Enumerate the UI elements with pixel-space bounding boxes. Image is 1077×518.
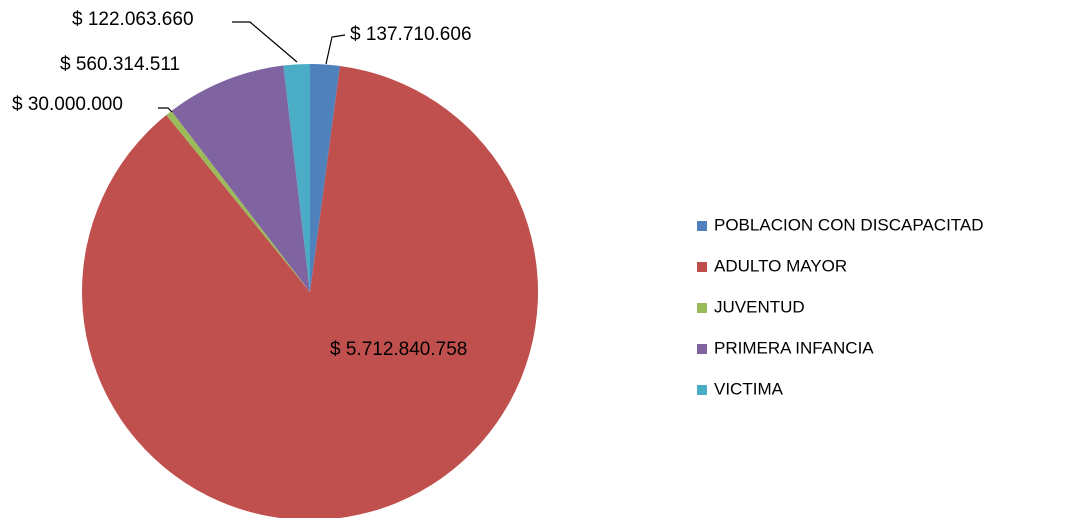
pie-slice <box>171 65 310 293</box>
pie-slice <box>310 64 340 292</box>
legend-label: VICTIMA <box>714 379 784 398</box>
legend-swatch <box>697 262 707 272</box>
leader-line <box>158 107 173 113</box>
legend-swatch <box>697 221 707 231</box>
pie-slice <box>82 65 538 518</box>
legend-label: PRIMERA INFANCIA <box>714 338 874 357</box>
data-label: $ 30.000.000 <box>12 94 123 115</box>
pie-slice <box>283 64 310 292</box>
legend-swatch <box>697 344 707 354</box>
data-label: $ 137.710.606 <box>350 24 472 45</box>
data-label: $ 560.314.511 <box>60 54 180 75</box>
leader-line <box>232 21 298 63</box>
leader-line <box>325 34 346 65</box>
legend-label: ADULTO MAYOR <box>714 256 847 275</box>
legend-label: POBLACION CON DISCAPACITAD <box>714 215 984 234</box>
data-label: $ 5.712.840.758 <box>330 339 467 360</box>
legend-label: JUVENTUD <box>714 297 805 316</box>
legend-swatch <box>697 385 707 395</box>
pie-slice <box>166 110 310 293</box>
legend-swatch <box>697 303 707 313</box>
data-label: $ 122.063.660 <box>72 9 194 30</box>
